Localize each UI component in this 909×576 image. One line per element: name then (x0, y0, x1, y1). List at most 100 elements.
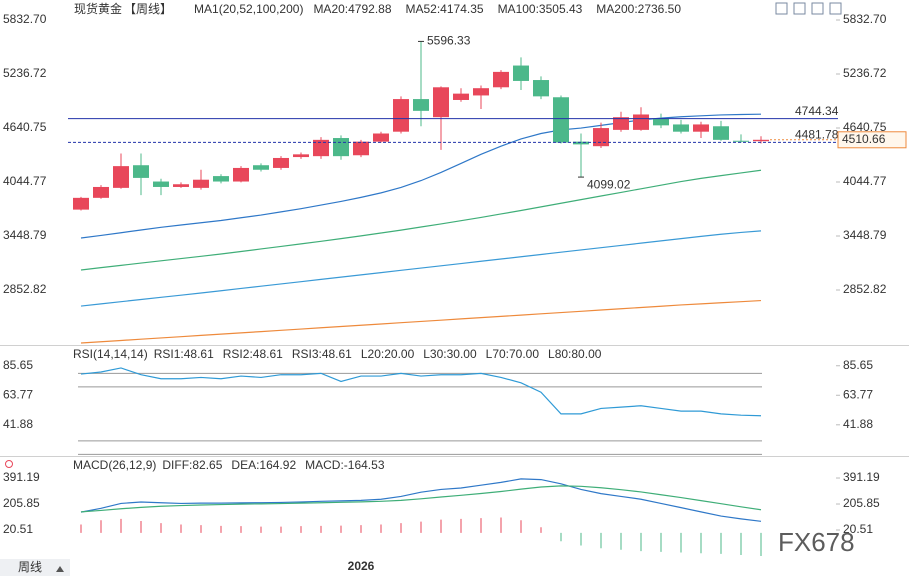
y-tick-label: 205.85 (843, 496, 880, 510)
y-tick-label: 63.77 (3, 387, 33, 401)
candle-body (513, 65, 529, 81)
y-tick-label: 391.19 (843, 470, 880, 484)
candle-body (293, 154, 309, 158)
candle-body (453, 93, 469, 100)
icon-button[interactable] (793, 2, 806, 15)
legend-entry: L20:20.00 (361, 347, 415, 361)
y-tick-label: 41.88 (843, 417, 873, 431)
candle-body (353, 141, 369, 156)
y-tick-label: 4044.77 (3, 174, 47, 188)
y-tick-label: 41.88 (3, 417, 33, 431)
legend-entry: MA52:4174.35 (406, 2, 484, 16)
y-tick-label: 391.19 (3, 470, 40, 484)
candle-body (273, 157, 289, 168)
y-tick-label: 20.51 (3, 522, 33, 536)
price-tag (837, 131, 907, 149)
candle-body (73, 197, 89, 210)
candle-body (473, 88, 489, 96)
candle-body (673, 124, 689, 132)
candle-body (193, 179, 209, 188)
legend-entry: MA20:4792.88 (313, 2, 391, 16)
macd-line (80, 485, 762, 513)
y-tick-label: 85.65 (3, 358, 33, 372)
icon-button[interactable] (775, 2, 788, 15)
period-button[interactable]: 周线 (18, 560, 42, 574)
candle-body (633, 114, 649, 130)
ma-line (80, 169, 762, 271)
y-tick-label: 205.85 (3, 496, 40, 510)
candle-body (233, 167, 249, 182)
price-tag-label: 4510.66 (842, 132, 886, 146)
watermark: FX678 (778, 527, 855, 557)
chart-title: 现货黄金 (74, 1, 122, 16)
candle-body (333, 138, 349, 157)
legend-entry: MA100:3505.43 (498, 2, 583, 16)
ma-line (80, 299, 762, 344)
candle-body (93, 186, 109, 198)
legend-entry: RSI3:48.61 (292, 347, 352, 361)
legend-entry: L80:80.00 (548, 347, 602, 361)
y-tick-label: 3448.79 (3, 228, 47, 242)
period-button-bg[interactable] (0, 559, 70, 576)
icon-button[interactable] (829, 2, 842, 15)
y-tick-label: 5832.70 (3, 12, 47, 26)
rsi-line (80, 367, 762, 417)
price-line-label: 4481.78 (795, 128, 839, 142)
y-tick-label: 5236.72 (3, 66, 47, 80)
legend-entry: L70:70.00 (486, 347, 540, 361)
candle-body (113, 166, 129, 188)
candle-body (533, 80, 549, 97)
candle-body (713, 126, 729, 140)
legend-entry: RSI1:48.61 (154, 347, 214, 361)
candle-body (253, 165, 269, 170)
macd-line (80, 478, 762, 522)
period-button-arrow[interactable] (56, 566, 64, 572)
candle-body (213, 176, 229, 182)
legend-entry: DIFF:82.65 (162, 458, 222, 472)
legend-entry: MACD:-164.53 (305, 458, 385, 472)
candle-body (653, 119, 669, 126)
y-tick-label: 20.51 (843, 522, 873, 536)
y-tick-label: 2852.82 (3, 282, 47, 296)
candle-body (313, 139, 329, 157)
candle-body (553, 97, 569, 143)
legend-entry: MA200:2736.50 (596, 2, 681, 16)
y-tick-label: 4640.75 (3, 120, 47, 134)
candle-body (593, 128, 609, 147)
y-tick-label: 85.65 (843, 358, 873, 372)
y-tick-label: 5832.70 (843, 12, 887, 26)
panel-title: MACD(26,12,9) (73, 458, 156, 472)
legend-entry: DEA:164.92 (231, 458, 296, 472)
candle-body (573, 141, 589, 145)
icon-button[interactable] (811, 2, 824, 15)
y-tick-label: 4044.77 (843, 174, 887, 188)
indicator-label: MA1(20,52,100,200) (194, 2, 303, 16)
low-annotation: 4099.02 (587, 177, 631, 191)
y-tick-label: 63.77 (843, 387, 873, 401)
x-tick-label: 2026 (348, 559, 375, 573)
candle-body (753, 139, 769, 142)
legend-entry: RSI2:48.61 (223, 347, 283, 361)
candle-body (413, 99, 429, 111)
candle-body (133, 165, 149, 178)
candle-body (693, 124, 709, 132)
settings-icon[interactable] (5, 460, 13, 468)
toolbar-icons[interactable] (775, 2, 842, 15)
y-tick-label: 3448.79 (843, 228, 887, 242)
candle-body (493, 71, 509, 88)
y-tick-label: 5236.72 (843, 66, 887, 80)
candle-body (393, 99, 409, 132)
candle-body (433, 87, 449, 118)
candle-body (373, 133, 389, 142)
candle-body (613, 117, 629, 130)
candle-body (173, 184, 189, 187)
legend-entry: L30:30.00 (423, 347, 477, 361)
high-annotation: 5596.33 (427, 34, 471, 48)
panel-title: RSI(14,14,14) (73, 347, 148, 361)
period-label: 【周线】 (124, 2, 172, 16)
price-line-label: 4744.34 (795, 104, 839, 118)
y-tick-label: 2852.82 (843, 282, 887, 296)
candle-body (733, 140, 749, 142)
